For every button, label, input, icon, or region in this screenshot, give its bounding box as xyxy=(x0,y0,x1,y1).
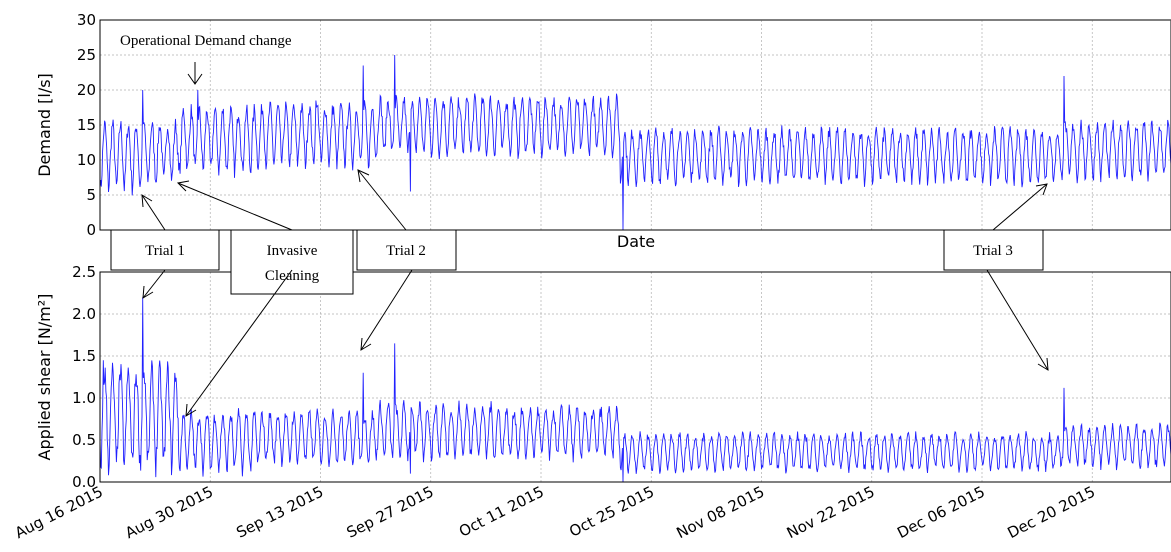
demand-y-tick-label: 5 xyxy=(86,186,96,204)
shear-grid xyxy=(100,272,1171,482)
trial-2-box xyxy=(356,229,457,271)
trial-2-arrow-down xyxy=(360,269,413,351)
demand-y-axis-label: Demand [l/s] xyxy=(35,73,54,177)
trial-3-arrow-down xyxy=(986,269,1049,371)
trial-3-arrow-up xyxy=(992,183,1048,231)
date-x-tick-label: Oct 11 2015 xyxy=(456,483,547,541)
demand-y-tick-label: 0 xyxy=(86,221,96,239)
date-x-tick-label: Aug 16 2015 xyxy=(12,483,106,543)
shear-y-tick-label: 2.0 xyxy=(72,305,96,323)
trial-2-arrow-up xyxy=(357,169,407,231)
operational-demand-change-label: Operational Demand change xyxy=(120,33,292,49)
date-x-tick-labels: Aug 16 2015 Aug 30 2015 Sep 13 2015 Sep 27 … xyxy=(12,483,1098,543)
trial-1-arrow-up xyxy=(141,194,166,231)
date-x-axis-label: Date xyxy=(617,232,655,251)
invasive-cleaning-label-line2: Cleaning xyxy=(265,268,320,284)
demand-y-tick-label: 15 xyxy=(77,116,96,134)
shear-series-line xyxy=(99,297,1171,483)
date-x-tick-label: Aug 30 2015 xyxy=(122,483,216,543)
date-x-tick-label: Dec 20 2015 xyxy=(1005,483,1099,543)
operational-demand-arrow xyxy=(187,62,203,85)
demand-y-tick-label: 10 xyxy=(77,151,96,169)
shear-plot-frame xyxy=(99,271,1171,483)
demand-y-tick-label: 25 xyxy=(77,46,96,64)
invasive-cleaning-arrow-down xyxy=(185,269,293,417)
shear-y-tick-label: 0.0 xyxy=(72,473,96,491)
shear-y-tick-label: 2.5 xyxy=(72,263,96,281)
shear-y-tick-label: 1.0 xyxy=(72,389,96,407)
invasive-cleaning-arrow-up xyxy=(176,180,293,231)
shear-y-tick-labels: 0.0 0.5 1.0 1.5 2.0 2.5 xyxy=(72,263,96,491)
trial-2-label: Trial 2 xyxy=(386,243,426,259)
date-x-tick-label: Dec 06 2015 xyxy=(894,483,988,543)
invasive-cleaning-box xyxy=(230,229,354,295)
invasive-cleaning-label-line1: Invasive xyxy=(267,243,318,259)
demand-y-tick-labels: 0 5 10 15 20 25 30 xyxy=(77,11,96,239)
demand-series-line xyxy=(99,54,1171,231)
date-x-tick-label: Sep 27 2015 xyxy=(344,483,437,542)
shear-y-axis-label: Applied shear [N/m²] xyxy=(35,294,54,461)
date-x-tick-label: Nov 08 2015 xyxy=(674,483,768,543)
trial-1-arrow-down xyxy=(142,269,166,299)
demand-y-tick-label: 30 xyxy=(77,11,96,29)
shear-y-tick-label: 0.5 xyxy=(72,431,96,449)
date-x-tick-label: Nov 22 2015 xyxy=(784,483,878,543)
shear-y-tick-label: 1.5 xyxy=(72,347,96,365)
trial-3-label: Trial 3 xyxy=(973,243,1013,259)
trial-3-box xyxy=(943,229,1044,271)
date-x-tick-label: Oct 25 2015 xyxy=(566,483,657,541)
demand-y-tick-label: 20 xyxy=(77,81,96,99)
date-x-tick-label: Sep 13 2015 xyxy=(233,483,326,542)
trial-1-label: Trial 1 xyxy=(145,243,185,259)
